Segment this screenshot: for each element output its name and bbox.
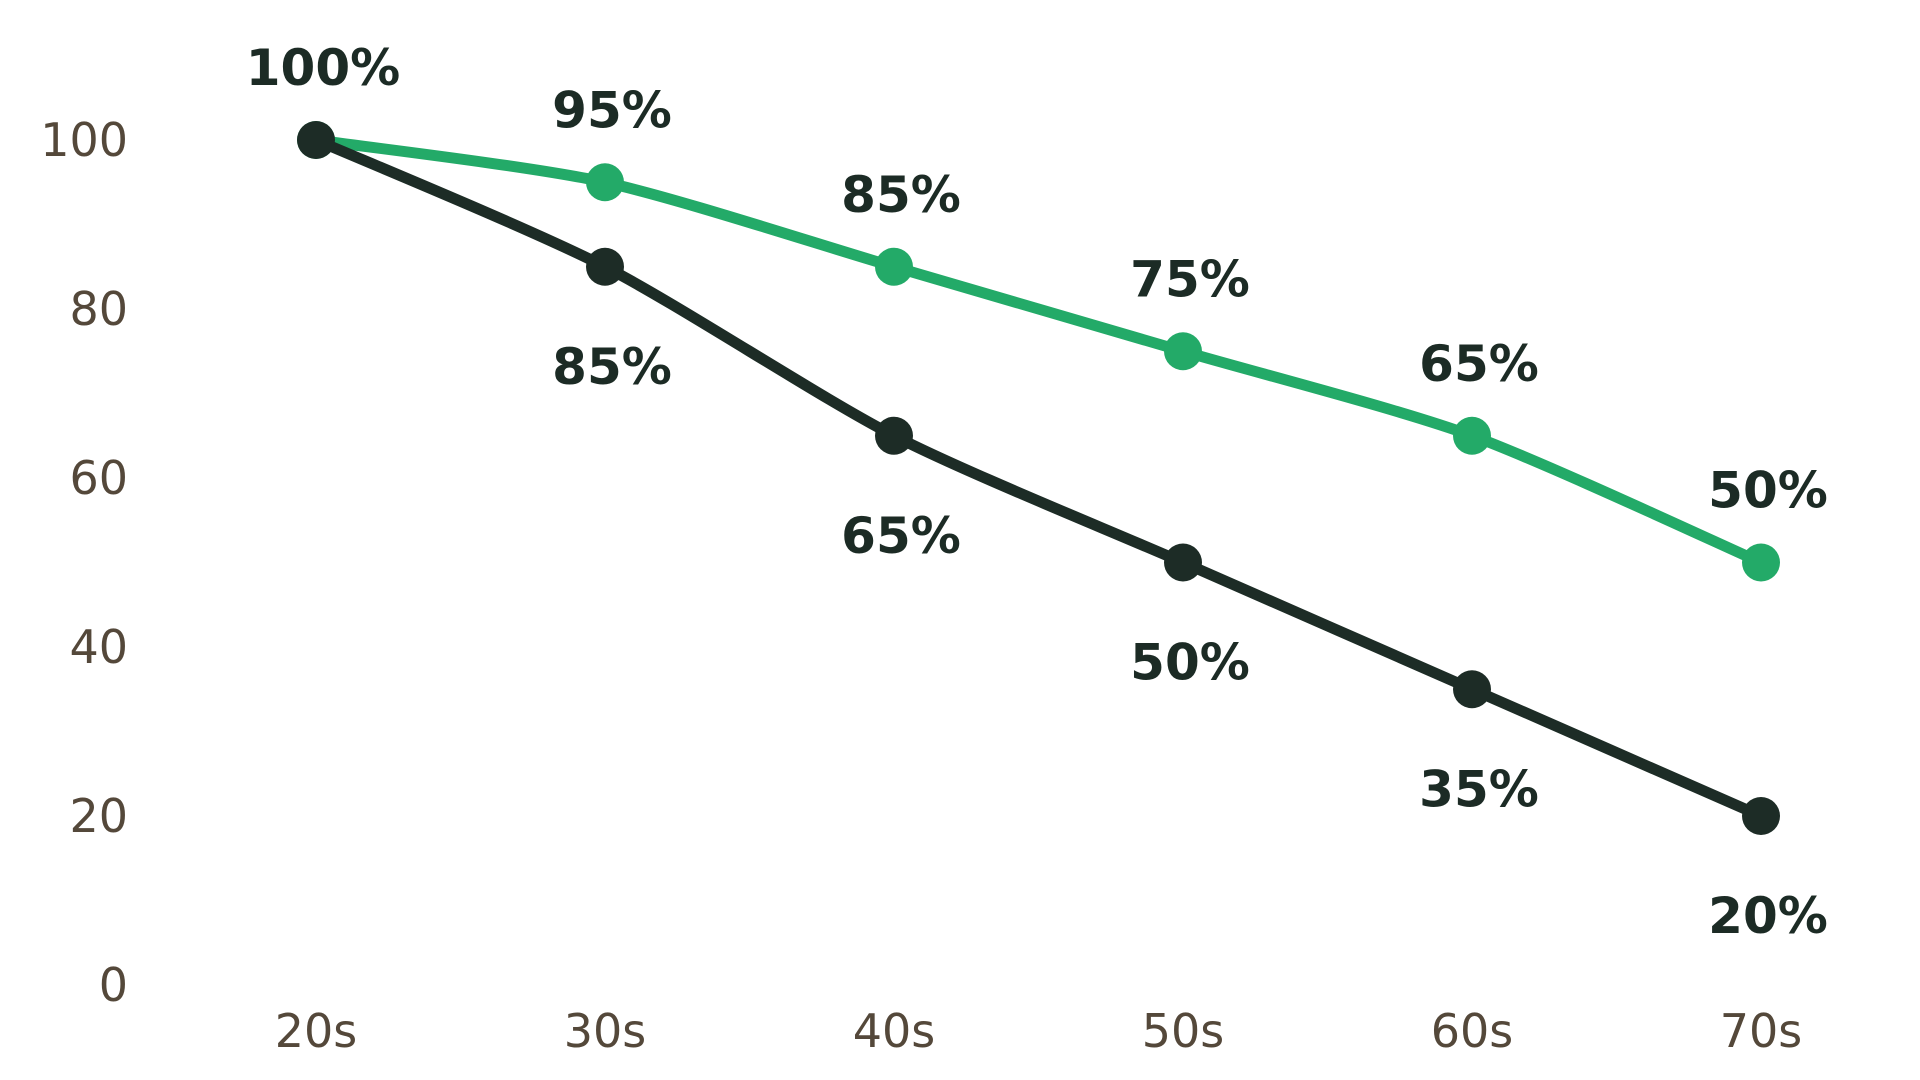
upper-green-series-value-label: 65%: [1419, 335, 1539, 393]
upper-green-series-value-label: 85%: [841, 166, 961, 224]
y-tick-label: 20: [69, 789, 128, 843]
x-tick-label: 30s: [564, 1004, 647, 1058]
lower-dark-series-point: [586, 247, 624, 286]
lower-dark-series-value-label: 20%: [1708, 887, 1828, 945]
lower-dark-series-point: [297, 121, 335, 159]
lower-dark-series-value-label: 85%: [552, 338, 672, 396]
upper-green-series-point: [1164, 332, 1202, 371]
upper-green-series-value-label: 95%: [552, 81, 672, 139]
x-tick-label: 70s: [1720, 1004, 1803, 1058]
upper-green-series-point: [586, 163, 624, 202]
x-tick-label: 20s: [275, 1004, 358, 1058]
data-point-labels: 95% 85% 75% 65% 50% 100% 85% 65% 50% 35% 20%: [246, 39, 1828, 945]
x-axis-tick-labels: 20s 30s 40s 50s 60s 70s: [275, 1004, 1803, 1058]
y-tick-label: 0: [99, 958, 128, 1012]
lower-dark-series-value-label: 100%: [246, 39, 400, 97]
upper-green-series-line: [310, 134, 1767, 568]
upper-green-series-point: [1742, 543, 1780, 582]
y-tick-label: 40: [69, 620, 128, 674]
x-tick-label: 50s: [1142, 1004, 1225, 1058]
y-tick-label: 80: [69, 282, 128, 336]
lower-dark-series-point: [1742, 797, 1780, 835]
lower-dark-series-point: [1164, 543, 1202, 582]
lower-dark-series-point: [1453, 670, 1491, 709]
lower-dark-series-line: [310, 134, 1767, 822]
upper-green-series-point: [875, 247, 913, 286]
x-tick-label: 60s: [1431, 1004, 1514, 1058]
lower-dark-series-point: [875, 416, 913, 455]
lower-dark-series-value-label: 65%: [841, 507, 961, 565]
y-tick-label: 100: [40, 113, 128, 167]
upper-green-series-point: [1453, 416, 1491, 455]
lower-dark-series-value-label: 50%: [1130, 634, 1250, 692]
upper-green-series-value-label: 75%: [1130, 250, 1250, 308]
x-tick-label: 40s: [853, 1004, 936, 1058]
y-axis-tick-labels: 100 80 60 40 20 0: [40, 113, 128, 1012]
y-tick-label: 60: [69, 451, 128, 505]
lower-dark-series-value-label: 35%: [1419, 760, 1539, 818]
chart-series: [297, 121, 1780, 835]
upper-green-series-value-label: 50%: [1708, 462, 1828, 520]
